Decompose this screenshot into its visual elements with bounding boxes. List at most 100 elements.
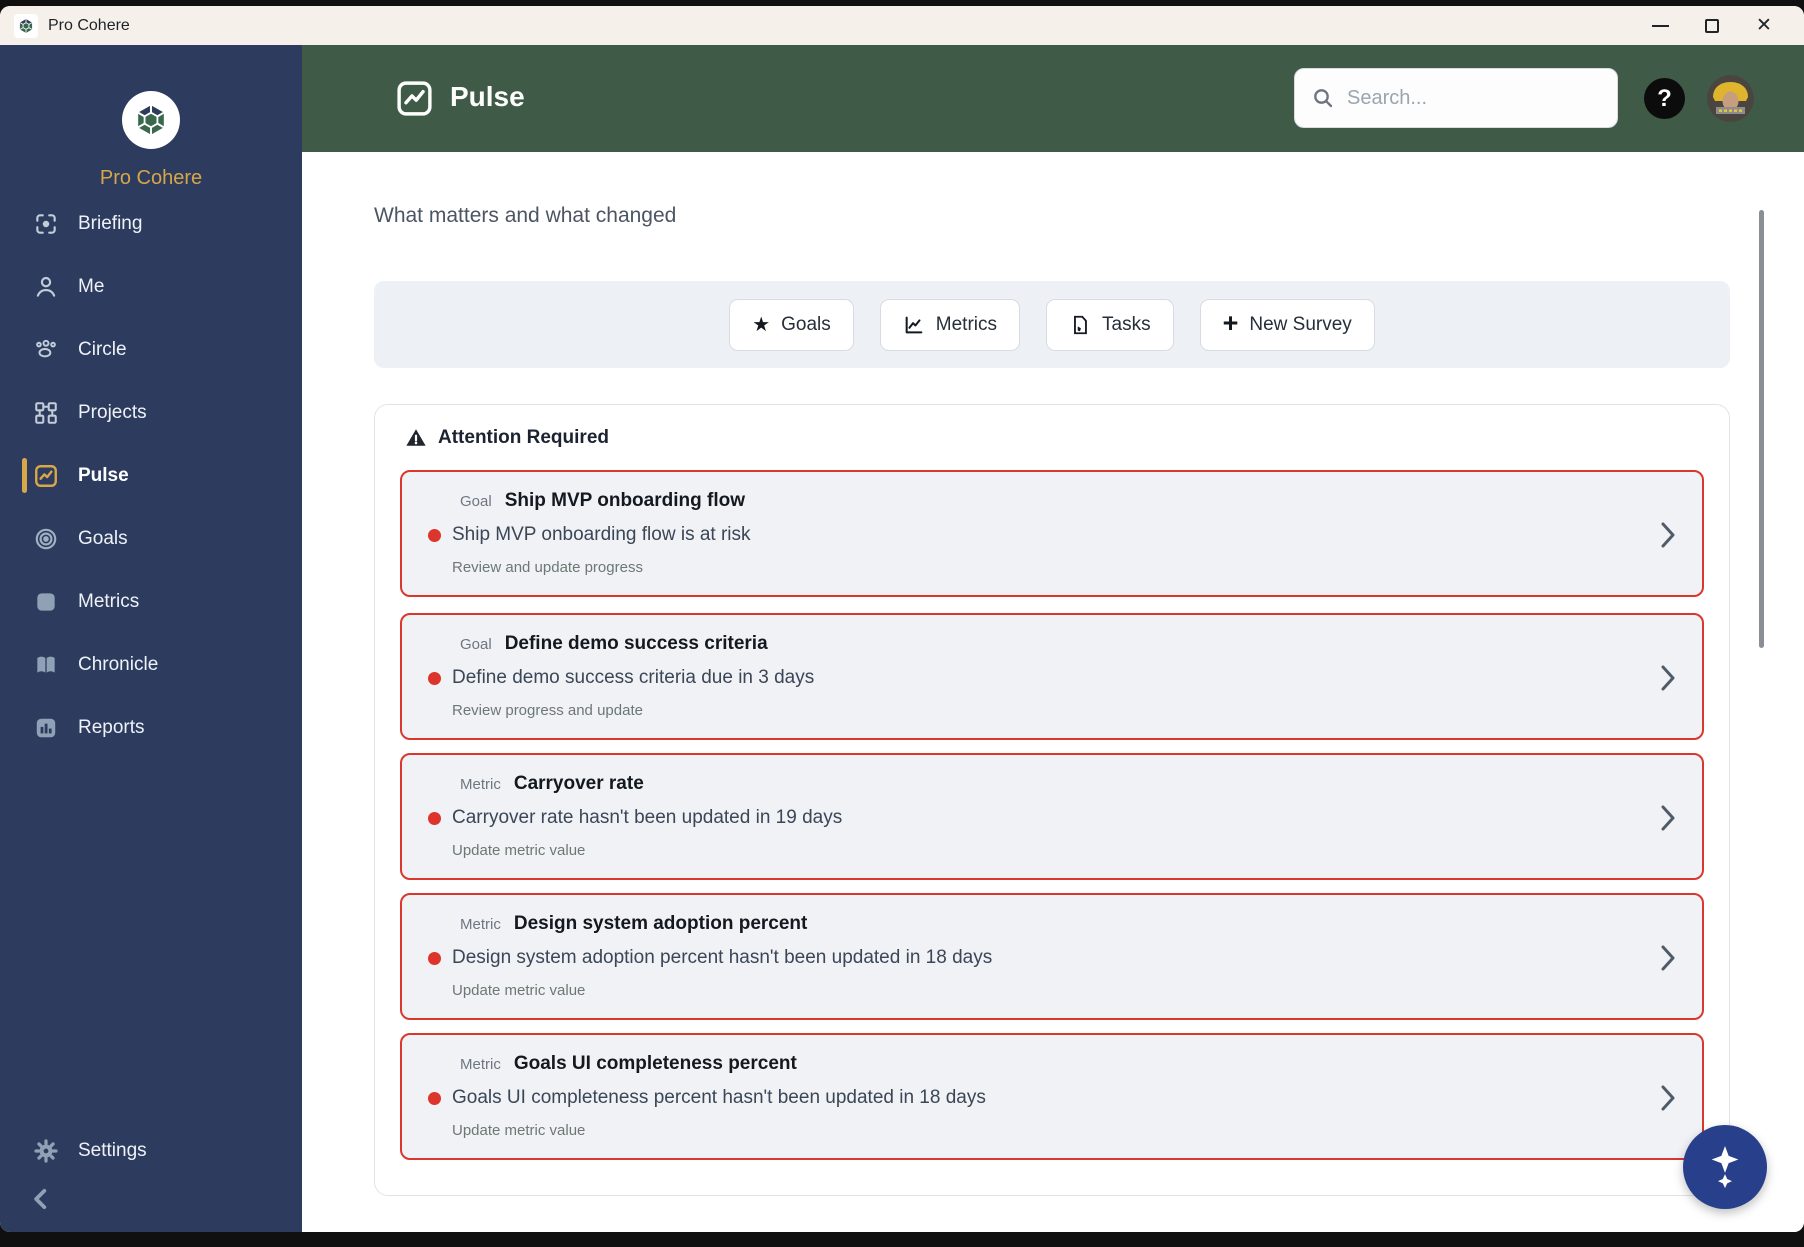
briefing-icon (33, 211, 59, 237)
button-label: Metrics (935, 313, 998, 335)
sidebar-item-briefing[interactable]: Briefing (0, 192, 302, 255)
sidebar-item-label: Settings (78, 1139, 147, 1161)
tasks-filter-button[interactable]: Tasks (1046, 298, 1174, 351)
close-button[interactable]: ✕ (1738, 6, 1790, 45)
window-title: Pro Cohere (48, 16, 130, 34)
minimize-button[interactable] (1634, 6, 1686, 45)
brand-logo-icon (122, 91, 180, 149)
warning-icon (406, 429, 426, 446)
card-header: Goal Define demo success criteria (460, 633, 768, 655)
pulse-icon (33, 463, 59, 489)
projects-icon (33, 400, 59, 426)
card-type-label: Metric (460, 916, 501, 933)
card-title: Design system adoption percent (513, 913, 808, 934)
attention-card[interactable]: Metric Carryover rate Carryover rate has… (400, 753, 1704, 880)
sidebar-item-label: Briefing (78, 212, 143, 234)
sidebar-collapse-button[interactable] (28, 1185, 58, 1215)
sidebar: Pro Cohere Briefing Me (0, 45, 302, 1232)
card-action-hint: Update metric value (452, 1122, 586, 1139)
card-action-hint: Update metric value (452, 982, 586, 999)
attention-required-panel: Attention Required Goal Ship MVP onboard… (374, 404, 1730, 1196)
page-subtitle: What matters and what changed (374, 204, 677, 227)
attention-card[interactable]: Metric Goals UI completeness percent Goa… (400, 1033, 1704, 1160)
attention-card[interactable]: Metric Design system adoption percent De… (400, 893, 1704, 1020)
button-label: Tasks (1102, 313, 1151, 335)
sidebar-item-chronicle[interactable]: Chronicle (0, 633, 302, 696)
pulse-page-icon (394, 78, 435, 119)
button-label: Goals (781, 313, 831, 335)
user-avatar[interactable] (1707, 75, 1754, 122)
alert-dot-icon (428, 672, 441, 685)
sidebar-item-goals[interactable]: Goals (0, 507, 302, 570)
sidebar-item-label: Chronicle (78, 653, 159, 675)
card-header: Metric Design system adoption percent (460, 913, 807, 935)
sidebar-item-label: Metrics (78, 590, 140, 612)
card-title: Ship MVP onboarding flow (504, 490, 745, 511)
card-type-label: Goal (460, 493, 492, 510)
card-type-label: Goal (460, 636, 492, 653)
maximize-icon (1705, 18, 1719, 33)
alert-dot-icon (428, 1092, 441, 1105)
sidebar-item-me[interactable]: Me (0, 255, 302, 318)
alert-dot-icon (428, 952, 441, 965)
book-icon (33, 652, 59, 678)
titlebar: Pro Cohere ✕ (0, 6, 1804, 45)
goals-filter-button[interactable]: ★ Goals (729, 298, 854, 351)
sidebar-item-projects[interactable]: Projects (0, 381, 302, 444)
sidebar-item-reports[interactable]: Reports (0, 696, 302, 759)
card-message: Design system adoption percent hasn't be… (452, 947, 993, 968)
card-header: Metric Goals UI completeness percent (460, 1053, 797, 1075)
search-input[interactable] (1347, 86, 1587, 110)
attention-card[interactable]: Goal Ship MVP onboarding flow Ship MVP o… (400, 470, 1704, 597)
sidebar-nav: Briefing Me Circle (0, 192, 302, 759)
chevron-right-icon (1661, 945, 1675, 971)
star-icon: ★ (752, 314, 771, 336)
card-type-label: Metric (460, 1056, 501, 1073)
metrics-filter-button[interactable]: Metrics (879, 298, 1021, 351)
sidebar-item-label: Me (78, 275, 105, 297)
chevron-right-icon (1661, 805, 1675, 831)
card-action-hint: Review progress and update (452, 702, 643, 719)
help-button[interactable]: ? (1644, 78, 1685, 119)
panel-header: Attention Required (405, 427, 609, 449)
sidebar-item-settings[interactable]: Settings (0, 1119, 302, 1182)
card-message: Carryover rate hasn't been updated in 19… (452, 807, 843, 828)
question-mark-icon: ? (1657, 84, 1672, 112)
panel-title: Attention Required (438, 427, 609, 448)
close-icon: ✕ (1756, 15, 1772, 36)
card-type-label: Metric (460, 776, 501, 793)
chevron-right-icon (1661, 522, 1675, 548)
card-message: Ship MVP onboarding flow is at risk (452, 524, 751, 545)
sidebar-item-label: Circle (78, 338, 127, 360)
new-survey-button[interactable]: + New Survey (1199, 298, 1375, 351)
maximize-button[interactable] (1686, 6, 1738, 45)
app-logo-icon (14, 13, 38, 38)
page-title: Pulse (450, 81, 525, 112)
card-title: Goals UI completeness percent (513, 1053, 797, 1074)
assistant-fab-button[interactable] (1683, 1125, 1767, 1209)
page-header: Pulse ? (302, 45, 1804, 152)
sidebar-item-label: Projects (78, 401, 147, 423)
sidebar-item-label: Reports (78, 716, 145, 738)
card-header: Goal Ship MVP onboarding flow (460, 490, 745, 512)
filter-toolbar: ★ Goals Metrics Tasks + New Survey (374, 281, 1730, 368)
window-controls: ✕ (1634, 6, 1790, 45)
avatar-image (1707, 75, 1754, 122)
card-header: Metric Carryover rate (460, 773, 644, 795)
chevron-right-icon (1661, 665, 1675, 691)
card-message: Goals UI completeness percent hasn't bee… (452, 1087, 986, 1108)
sidebar-item-metrics[interactable]: Metrics (0, 570, 302, 633)
minimize-icon (1651, 24, 1669, 27)
card-title: Carryover rate (513, 773, 644, 794)
sidebar-item-circle[interactable]: Circle (0, 318, 302, 381)
app-window: Pro Cohere ✕ Pro Cohere (0, 6, 1804, 1232)
sparkles-icon (1711, 1146, 1739, 1189)
vertical-scrollbar[interactable] (1759, 210, 1764, 648)
button-label: New Survey (1249, 313, 1352, 335)
card-title: Define demo success criteria (504, 633, 768, 654)
sidebar-item-pulse[interactable]: Pulse (0, 444, 302, 507)
chevron-right-icon (1661, 1085, 1675, 1111)
line-chart-icon (905, 316, 923, 333)
chevron-left-icon (34, 1188, 47, 1210)
attention-card[interactable]: Goal Define demo success criteria Define… (400, 613, 1704, 740)
